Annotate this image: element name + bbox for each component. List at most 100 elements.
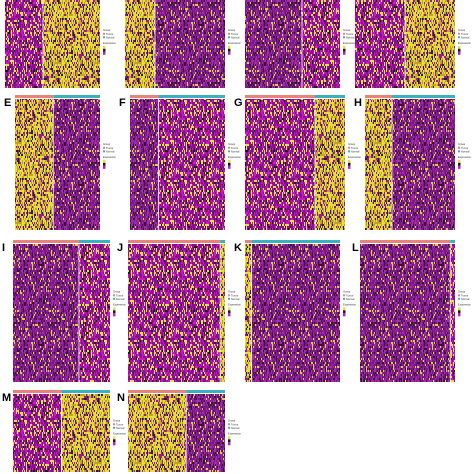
legend-scale: [103, 165, 106, 169]
heatmap: [365, 99, 392, 230]
group-bar: [15, 95, 54, 98]
legend-scale: [458, 48, 461, 52]
legend-item: Tumor: [461, 146, 469, 150]
legend-title: Group: [103, 28, 111, 32]
panel-label: J: [117, 242, 123, 254]
panel-label: F: [119, 97, 126, 109]
legend-scale: [228, 439, 231, 443]
legend-item: Tumor: [346, 32, 354, 36]
legend-swatch: [228, 426, 230, 429]
legend-title: Expression: [343, 302, 356, 306]
legend-title: Expression: [103, 41, 116, 45]
legend-item: Tumor: [116, 422, 124, 426]
legend-swatch: [113, 294, 115, 297]
legend-scale: [343, 48, 346, 52]
legend-scale: [458, 162, 461, 166]
legend-scale: [113, 313, 116, 317]
legend-scale: [228, 51, 231, 55]
legend-title: Group: [228, 289, 236, 293]
legend-scale: [103, 45, 106, 49]
legend-title: Group: [458, 289, 466, 293]
legend-title: Group: [458, 28, 466, 32]
heatmap: [220, 244, 225, 382]
group-bar: [13, 240, 79, 243]
heatmap: [155, 0, 225, 88]
heatmap: [78, 244, 110, 382]
legend-swatch: [343, 32, 345, 35]
heatmap: [61, 394, 110, 472]
group-bar: [220, 240, 225, 243]
legend-scale: [103, 162, 106, 166]
panel-label: H: [354, 97, 362, 109]
legend-scale: [228, 436, 231, 440]
heatmap: [405, 0, 455, 88]
group-bar: [315, 95, 345, 98]
legend-swatch: [113, 423, 115, 426]
legend-swatch: [348, 146, 350, 149]
heatmap: [13, 244, 79, 382]
legend-swatch: [343, 36, 345, 39]
legend-scale: [228, 48, 231, 52]
group-bar: [158, 95, 225, 98]
legend-item: Normal: [116, 426, 125, 430]
heatmap: [15, 99, 54, 230]
legend-title: Expression: [113, 431, 126, 435]
heatmap: [186, 394, 225, 472]
legend-title: Group: [113, 289, 121, 293]
group-bar: [392, 95, 455, 98]
legend-scale: [348, 165, 351, 169]
legend-item: Tumor: [461, 32, 469, 36]
legend-scale: [228, 162, 231, 166]
heatmap: [130, 99, 159, 230]
legend-item: Tumor: [116, 293, 124, 297]
panel-label: M: [2, 392, 11, 404]
legend-title: Group: [343, 289, 351, 293]
group-bar: [128, 390, 187, 393]
legend-title: Expression: [348, 155, 361, 159]
legend-title: Group: [228, 142, 236, 146]
legend-scale: [458, 51, 461, 55]
legend-title: Group: [103, 142, 111, 146]
legend-swatch: [113, 297, 115, 300]
group-bar: [365, 95, 392, 98]
legend-scale: [228, 313, 231, 317]
legend-item: Tumor: [231, 146, 239, 150]
legend-scale: [228, 307, 231, 311]
legend-swatch: [343, 294, 345, 297]
group-bar: [53, 95, 100, 98]
legend-swatch: [458, 297, 460, 300]
legend-swatch: [458, 294, 460, 297]
legend-item: Normal: [231, 35, 240, 39]
heatmap: [315, 99, 345, 230]
legend-item: Tumor: [106, 146, 114, 150]
heatmap: [245, 244, 252, 382]
group-bar: [245, 95, 315, 98]
legend-title: Expression: [458, 302, 471, 306]
legend-scale: [113, 439, 116, 443]
legend-item: Tumor: [346, 293, 354, 297]
legend-item: Tumor: [231, 293, 239, 297]
legend-swatch: [228, 423, 230, 426]
legend-item: Normal: [461, 35, 470, 39]
legend-title: Group: [228, 28, 236, 32]
legend-title: Expression: [458, 155, 471, 159]
legend-scale: [343, 45, 346, 49]
group-bar: [245, 240, 252, 243]
panel-label: K: [234, 242, 242, 254]
legend-scale: [113, 436, 116, 440]
legend-swatch: [103, 150, 105, 153]
heatmap: [125, 0, 155, 88]
heatmap: [392, 99, 455, 230]
legend-scale: [458, 165, 461, 169]
panel-label: G: [234, 97, 243, 109]
legend-title: Expression: [228, 155, 241, 159]
legend-swatch: [228, 150, 230, 153]
